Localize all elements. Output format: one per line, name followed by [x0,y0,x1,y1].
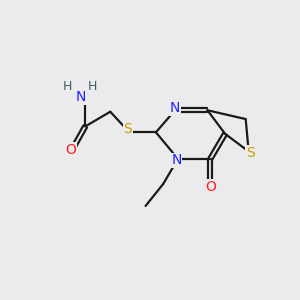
Text: N: N [76,90,86,104]
Text: N: N [170,101,180,115]
Text: O: O [65,143,76,157]
Text: O: O [205,180,216,194]
Text: H: H [62,80,72,93]
Text: H: H [88,80,97,93]
Text: S: S [246,146,254,160]
Text: S: S [124,122,132,136]
Text: N: N [171,153,182,167]
